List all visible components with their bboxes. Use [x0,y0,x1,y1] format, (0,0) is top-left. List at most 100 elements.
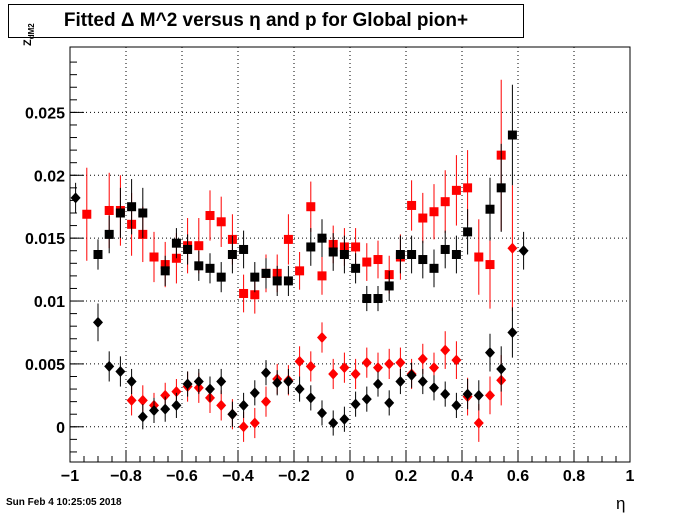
data-point-diamond [294,355,305,367]
data-point-square [351,263,361,273]
data-point-diamond [496,363,507,375]
data-point-square [216,272,226,282]
data-point-square [149,252,159,262]
data-point-square [373,255,383,265]
data-point-diamond [485,347,495,359]
data-point-square [227,250,237,259]
data-point-square [93,250,103,259]
data-point-diamond [429,362,439,374]
data-point-square [183,244,193,254]
data-point-diamond [395,376,406,388]
data-point-square [295,266,305,276]
data-point-diamond [249,417,260,429]
x-tick-label: −0.4 [222,468,254,485]
data-point-square [194,241,204,251]
data-point-square [138,208,148,218]
data-point-diamond [249,387,260,399]
data-point-square [194,261,204,271]
data-point-diamond [272,377,283,389]
data-point-diamond [238,421,249,433]
data-point-diamond [193,376,204,388]
x-tick-label: 0.6 [507,468,529,485]
data-point-square [395,250,405,259]
data-point-square [250,290,260,300]
data-point-square [115,208,125,218]
data-point-square [485,204,495,214]
y-tick-label: 0.02 [34,168,65,185]
data-point-square [239,288,249,298]
data-point-diamond [451,399,462,411]
data-point-diamond [126,394,137,406]
data-point-square [429,263,439,273]
y-axis-label-sub: dM2 [27,23,37,40]
data-point-square [306,242,316,252]
x-axis-label: η [616,494,626,513]
data-point-square [451,185,461,195]
y-axis-label-main: Z [22,39,34,46]
data-point-diamond [440,344,451,356]
data-point-diamond [507,242,518,254]
x-tick-label: −1 [61,468,79,485]
data-point-diamond [70,192,81,204]
data-point-square [351,242,361,252]
data-point-diamond [238,399,249,411]
data-point-square [104,229,114,239]
data-point-square [440,244,450,254]
data-point-diamond [261,396,271,408]
data-point-diamond [350,368,361,380]
x-tick-label: −0.8 [110,468,142,485]
data-point-diamond [216,376,227,388]
y-axis-label: ZdM2 [22,23,36,46]
data-point-diamond [339,362,350,374]
data-point-diamond [518,245,529,257]
data-point-square [205,211,215,221]
data-point-diamond [294,383,305,395]
data-point-square [317,233,327,243]
data-point-square [440,197,450,207]
data-point-diamond [305,360,316,372]
data-point-square [127,202,137,212]
chart-title: Fitted Δ M^2 versus η and p for Global p… [8,4,524,38]
data-point-square [418,255,428,265]
data-point-diamond [473,417,484,429]
data-point-diamond [373,362,383,374]
data-point-diamond [507,326,518,338]
data-point-square [272,276,282,286]
data-point-diamond [485,389,495,401]
data-point-diamond [328,417,339,429]
data-point-square [205,263,215,273]
data-point-square [317,271,327,281]
data-point-diamond [417,353,428,365]
y-tick-label: 0.005 [25,357,65,374]
y-tick-label: 0.015 [25,231,65,248]
data-point-diamond [283,376,294,388]
x-tick-label: 0.2 [395,468,417,485]
data-point-square [496,183,506,193]
data-point-diamond [440,388,451,400]
data-point-diamond [350,398,361,410]
data-point-square [384,281,394,291]
data-point-square [463,227,473,237]
timestamp: Sun Feb 4 10:25:05 2018 [6,497,122,508]
y-tick-label: 0 [56,420,65,437]
data-point-diamond [473,389,484,401]
data-point-square [373,294,383,304]
data-point-diamond [361,393,372,405]
x-tick-label: −0.6 [166,468,198,485]
data-point-square [418,213,428,223]
y-tick-label: 0.01 [34,294,65,311]
data-point-square [407,200,417,210]
data-point-square [474,252,484,262]
x-tick-label: 0.8 [563,468,585,485]
data-point-square [104,205,114,215]
data-point-square [171,238,181,248]
data-point-square [407,250,417,259]
data-point-square [283,276,293,286]
data-point-diamond [406,369,417,381]
data-point-diamond [160,403,171,415]
data-point-diamond [182,378,193,390]
data-point-diamond [395,357,406,369]
data-point-diamond [261,367,271,379]
data-point-diamond [361,357,372,369]
